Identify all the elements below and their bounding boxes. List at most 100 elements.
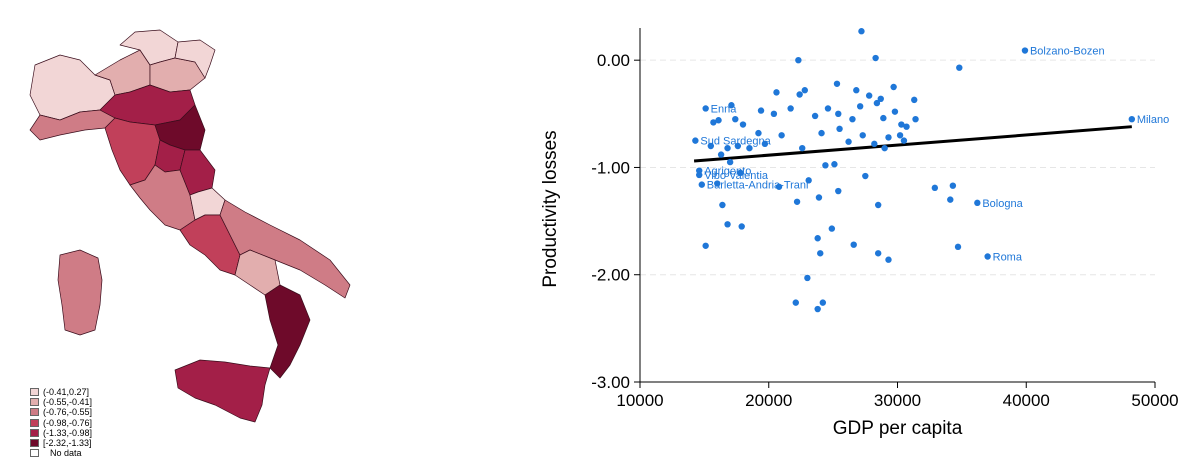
x-axis-title: GDP per capita bbox=[833, 418, 963, 439]
y-tick-label: -1.00 bbox=[591, 158, 630, 177]
scatter-point bbox=[792, 299, 799, 306]
legend-row: (-0.55,-0.41] bbox=[30, 397, 92, 407]
scatter-point bbox=[795, 56, 802, 64]
legend-label: (-0.98,-0.76] bbox=[43, 417, 93, 428]
scatter-point bbox=[746, 144, 753, 152]
scatter-point bbox=[954, 243, 962, 251]
point-label: Enna bbox=[711, 103, 738, 115]
scatter-point bbox=[858, 28, 865, 35]
scatter-point bbox=[710, 119, 717, 126]
scatter-point bbox=[956, 64, 963, 71]
scatter-point bbox=[947, 196, 954, 203]
scatter-point bbox=[796, 91, 803, 98]
point-label: Milano bbox=[1137, 114, 1169, 126]
point-label: Roma bbox=[993, 251, 1023, 263]
scatter-point bbox=[739, 121, 747, 128]
scatter-point bbox=[804, 274, 811, 282]
legend-row: [-2.32,-1.33] bbox=[30, 438, 92, 448]
italy-choropleth-map: (-0.41,0.27] (-0.55,-0.41] (-0.76,-0.55]… bbox=[0, 0, 380, 465]
scatter-point bbox=[885, 256, 892, 263]
scatter-point bbox=[775, 183, 783, 190]
scatter-point bbox=[849, 115, 856, 123]
scatter-point bbox=[814, 235, 821, 242]
map-legend: (-0.41,0.27] (-0.55,-0.41] (-0.76,-0.55]… bbox=[30, 387, 92, 458]
legend-label: (-0.76,-0.55] bbox=[43, 407, 93, 418]
scatter-point bbox=[734, 142, 742, 150]
scatter-point bbox=[728, 102, 735, 109]
scatter-point bbox=[778, 132, 785, 139]
fit-line bbox=[693, 125, 1132, 163]
scatter-point bbox=[817, 250, 824, 257]
scatter-point bbox=[896, 132, 904, 139]
scatter-point bbox=[692, 137, 699, 144]
legend-swatch bbox=[30, 388, 39, 397]
y-tick-label: 0.00 bbox=[597, 51, 630, 70]
scatter-point bbox=[1021, 47, 1029, 54]
scatter-chart: 0.00 -1.00 -2.00 -3.00 10000 20000 30000 40000 5… bbox=[520, 0, 1185, 465]
scatter-point bbox=[726, 158, 734, 166]
point-layer bbox=[692, 28, 1136, 313]
scatter-point bbox=[818, 129, 825, 137]
legend-label: No data bbox=[50, 448, 82, 459]
region-puglia bbox=[219, 199, 351, 299]
scatter-point bbox=[793, 198, 801, 205]
legend-row: (-0.98,-0.76] bbox=[30, 418, 92, 428]
legend-swatch bbox=[30, 449, 39, 458]
scatter-point bbox=[787, 105, 794, 112]
legend-row: No data bbox=[30, 448, 92, 458]
scatter-point bbox=[824, 105, 832, 112]
scatter-point bbox=[801, 87, 808, 94]
x-tick-label: 40000 bbox=[1003, 391, 1050, 410]
region-friuli bbox=[174, 39, 216, 79]
scatter-point bbox=[738, 223, 745, 230]
x-tick-label: 30000 bbox=[874, 391, 921, 410]
scatter-point bbox=[757, 107, 765, 114]
scatter-point bbox=[702, 105, 709, 112]
scatter-point bbox=[828, 225, 836, 232]
point-label: Vibo Valentia bbox=[704, 170, 769, 182]
scatter-point bbox=[717, 151, 725, 158]
y-tick-label: -2.00 bbox=[591, 266, 630, 285]
scatter-point bbox=[805, 177, 812, 184]
scatter-point bbox=[755, 129, 762, 137]
scatter-point bbox=[885, 134, 892, 141]
legend-swatch bbox=[30, 439, 39, 448]
scatter-point bbox=[732, 115, 739, 123]
scatter-point bbox=[891, 108, 899, 115]
scatter-point bbox=[890, 83, 897, 91]
scatter-point bbox=[853, 87, 860, 94]
scatter-point bbox=[707, 142, 715, 150]
region-calabria bbox=[264, 284, 311, 379]
scatter-point bbox=[880, 114, 887, 122]
fit-layer bbox=[693, 125, 1132, 163]
scatter-point bbox=[898, 121, 905, 128]
y-tick-label: -3.00 bbox=[591, 373, 630, 392]
y-axis-title: Productivity losses bbox=[540, 130, 561, 287]
scatter-point bbox=[865, 92, 873, 99]
label-layer: Bolzano-Bozen Milano Bologna Roma Enna Sud Sa… bbox=[700, 46, 1169, 264]
scatter-point bbox=[912, 115, 919, 123]
scatter-point bbox=[900, 137, 908, 144]
legend-swatch bbox=[30, 418, 39, 427]
scatter-point bbox=[984, 253, 991, 260]
scatter-point bbox=[822, 162, 829, 169]
scatter-point bbox=[862, 172, 869, 180]
scatter-point bbox=[815, 194, 823, 201]
scatter-point bbox=[903, 123, 910, 130]
scatter-point bbox=[1128, 115, 1136, 123]
scatter-point bbox=[811, 112, 819, 120]
scatter-point bbox=[859, 132, 866, 139]
scatter-point bbox=[856, 103, 864, 110]
scatter-point bbox=[814, 305, 821, 313]
scatter-point bbox=[872, 54, 879, 62]
scatter-point bbox=[773, 89, 780, 96]
scatter-point bbox=[881, 144, 888, 152]
scatter-point bbox=[833, 80, 841, 87]
scatter-point bbox=[974, 199, 981, 207]
scatter-point bbox=[845, 138, 852, 145]
scatter-point bbox=[761, 140, 769, 148]
scatter-point bbox=[715, 117, 722, 124]
legend-row: (-0.76,-0.55] bbox=[30, 407, 92, 417]
scatter-point bbox=[819, 299, 827, 306]
